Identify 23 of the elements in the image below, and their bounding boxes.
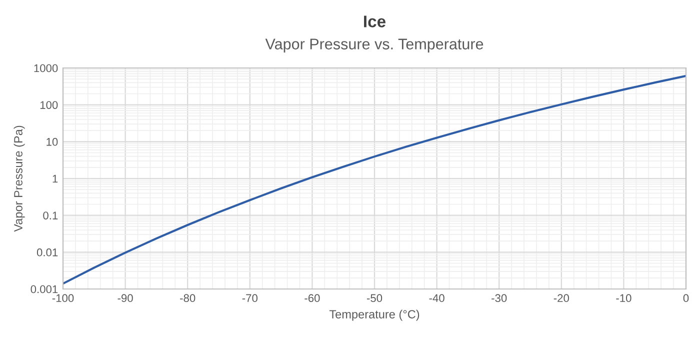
y-axis-title: Vapor Pressure (Pa)	[14, 126, 25, 232]
x-tick-label: -20	[554, 294, 569, 302]
y-tick-label: 1000	[34, 64, 58, 72]
x-tick-label: -10	[616, 294, 632, 302]
x-tick-label: 0	[683, 294, 689, 302]
y-tick-label: 0.1	[43, 212, 58, 220]
y-tick-label: 10	[46, 138, 58, 146]
x-axis-title: Temperature (°C)	[329, 310, 420, 321]
y-tick-label: 1	[52, 174, 58, 183]
x-tick-label: -80	[180, 294, 196, 302]
x-tick-label: -30	[492, 294, 507, 302]
x-tick-label: -100	[52, 294, 74, 302]
chart-title: Ice	[364, 16, 386, 28]
x-tick-label: -90	[118, 294, 133, 302]
x-tick-label: -40	[429, 294, 444, 302]
y-tick-label: 0.001	[30, 285, 58, 294]
x-tick-label: -50	[366, 294, 382, 302]
x-tick-label: -70	[242, 294, 258, 302]
x-tick-label: -60	[304, 294, 320, 302]
line-series	[63, 74, 686, 285]
chart-subtitle: Vapor Pressure vs. Temperature	[265, 38, 484, 52]
y-tick-label: 0.01	[36, 248, 58, 256]
y-tick-label: 100	[40, 101, 58, 109]
